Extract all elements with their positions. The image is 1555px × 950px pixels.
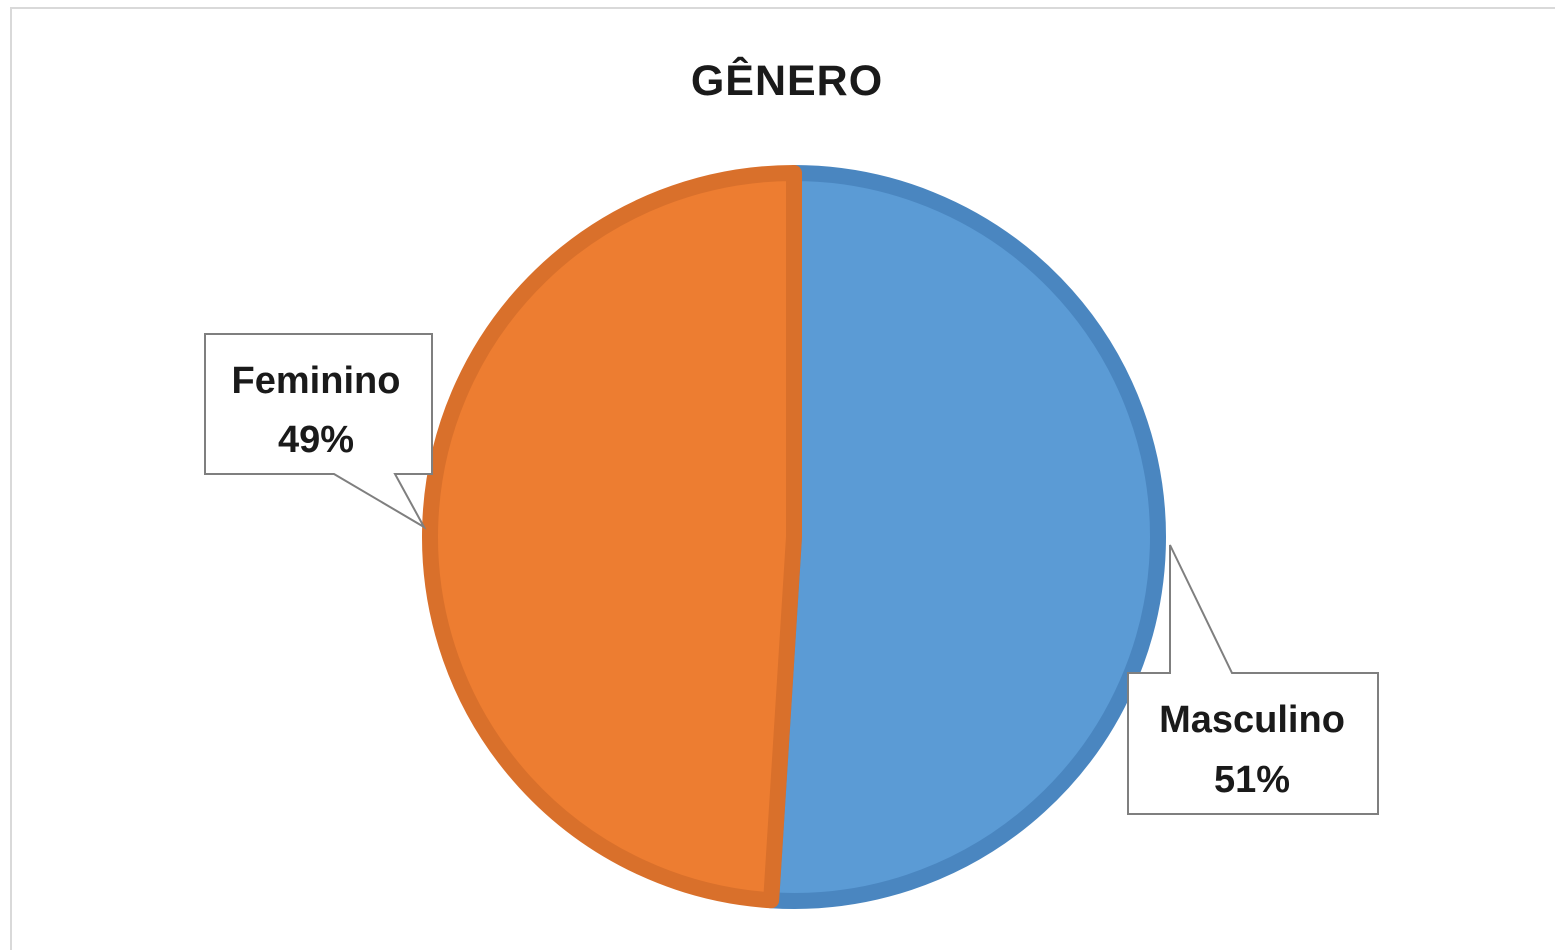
callout-feminino: Feminino 49% <box>204 333 433 530</box>
chart-title: GÊNERO <box>691 56 883 105</box>
callout-leader-masculino <box>1127 544 1379 815</box>
data-label-masculino-percent: 51% <box>1214 759 1290 801</box>
callout-leader-feminino <box>204 333 433 530</box>
pie-slice-feminino <box>422 165 802 909</box>
data-label-masculino-name: Masculino <box>1159 699 1345 741</box>
callout-masculino: Masculino 51% <box>1127 544 1379 815</box>
pie-slices <box>422 165 1166 909</box>
data-label-feminino-percent: 49% <box>278 419 354 461</box>
data-label-feminino-name: Feminino <box>232 360 401 402</box>
pie-slice-masculino <box>763 165 1166 909</box>
